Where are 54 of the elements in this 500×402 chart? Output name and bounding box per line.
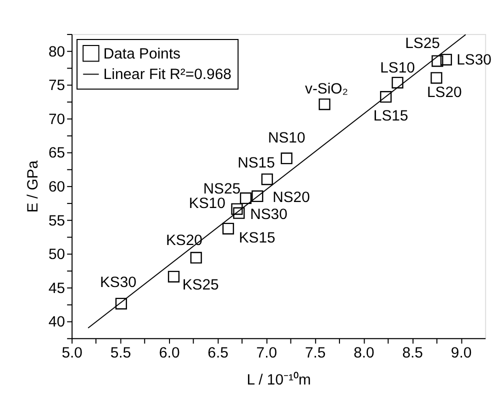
legend-label: Data Points: [103, 46, 180, 62]
annotation: NS10: [268, 130, 306, 146]
annotation: NS15: [238, 155, 275, 172]
point: [222, 222, 234, 234]
point: [231, 203, 243, 215]
y-tick-label: 60: [48, 180, 66, 196]
point: [380, 91, 392, 103]
y-tick-label: 75: [48, 78, 66, 94]
y-tick-label: 65: [48, 146, 66, 162]
annotation: LS25: [405, 36, 440, 52]
point: [318, 98, 330, 110]
annotation: KS25: [182, 278, 219, 294]
x-tick-label: 7.5: [304, 346, 326, 362]
x-axis-title: L / 10⁻¹⁰m: [246, 371, 311, 388]
y-tick-label: 55: [48, 213, 66, 230]
annotation: NS30: [250, 207, 288, 224]
point: [392, 76, 404, 88]
point: [252, 190, 264, 202]
legend-label: Linear Fit R²=0.968: [103, 67, 232, 84]
point: [430, 72, 442, 84]
annotation: NS25: [203, 181, 241, 198]
point: [432, 55, 444, 67]
x-tick-label: 8.5: [402, 346, 423, 362]
annotation: NS20: [272, 190, 310, 206]
annotation: KS20: [166, 232, 202, 249]
y-tick-label: 45: [48, 280, 66, 297]
x-tick-label: 9.0: [450, 346, 472, 362]
y-axis-title: E / GPa: [26, 160, 42, 213]
x-tick-label: 6.5: [208, 346, 228, 362]
y-tick-label: 70: [48, 112, 66, 128]
point: [190, 252, 202, 264]
x-tick-label: 7.0: [256, 346, 278, 362]
annotation: LS20: [426, 84, 462, 101]
point: [240, 192, 252, 204]
point: [280, 152, 292, 164]
x-tick-label: 5.5: [110, 346, 132, 362]
x-tick-label: 5.0: [62, 346, 82, 362]
annotation: LS15: [373, 108, 408, 125]
annotation: v-SiO₂: [305, 81, 348, 98]
point: [440, 54, 452, 66]
point: [261, 173, 273, 186]
annotation: LS10: [380, 60, 415, 77]
point: [233, 207, 245, 219]
x-tick-label: 8.0: [354, 346, 374, 362]
y-tick-label: 40: [48, 314, 66, 331]
annotation: KS15: [238, 230, 276, 247]
point: [168, 270, 180, 282]
annotation: LS30: [456, 52, 492, 69]
y-tick-label: 80: [48, 44, 66, 60]
annotation: KS30: [100, 274, 136, 291]
annotation: KS10: [188, 196, 226, 212]
y-tick-label: 50: [48, 247, 66, 264]
x-tick-label: 6.0: [159, 346, 180, 362]
point: [115, 298, 128, 310]
